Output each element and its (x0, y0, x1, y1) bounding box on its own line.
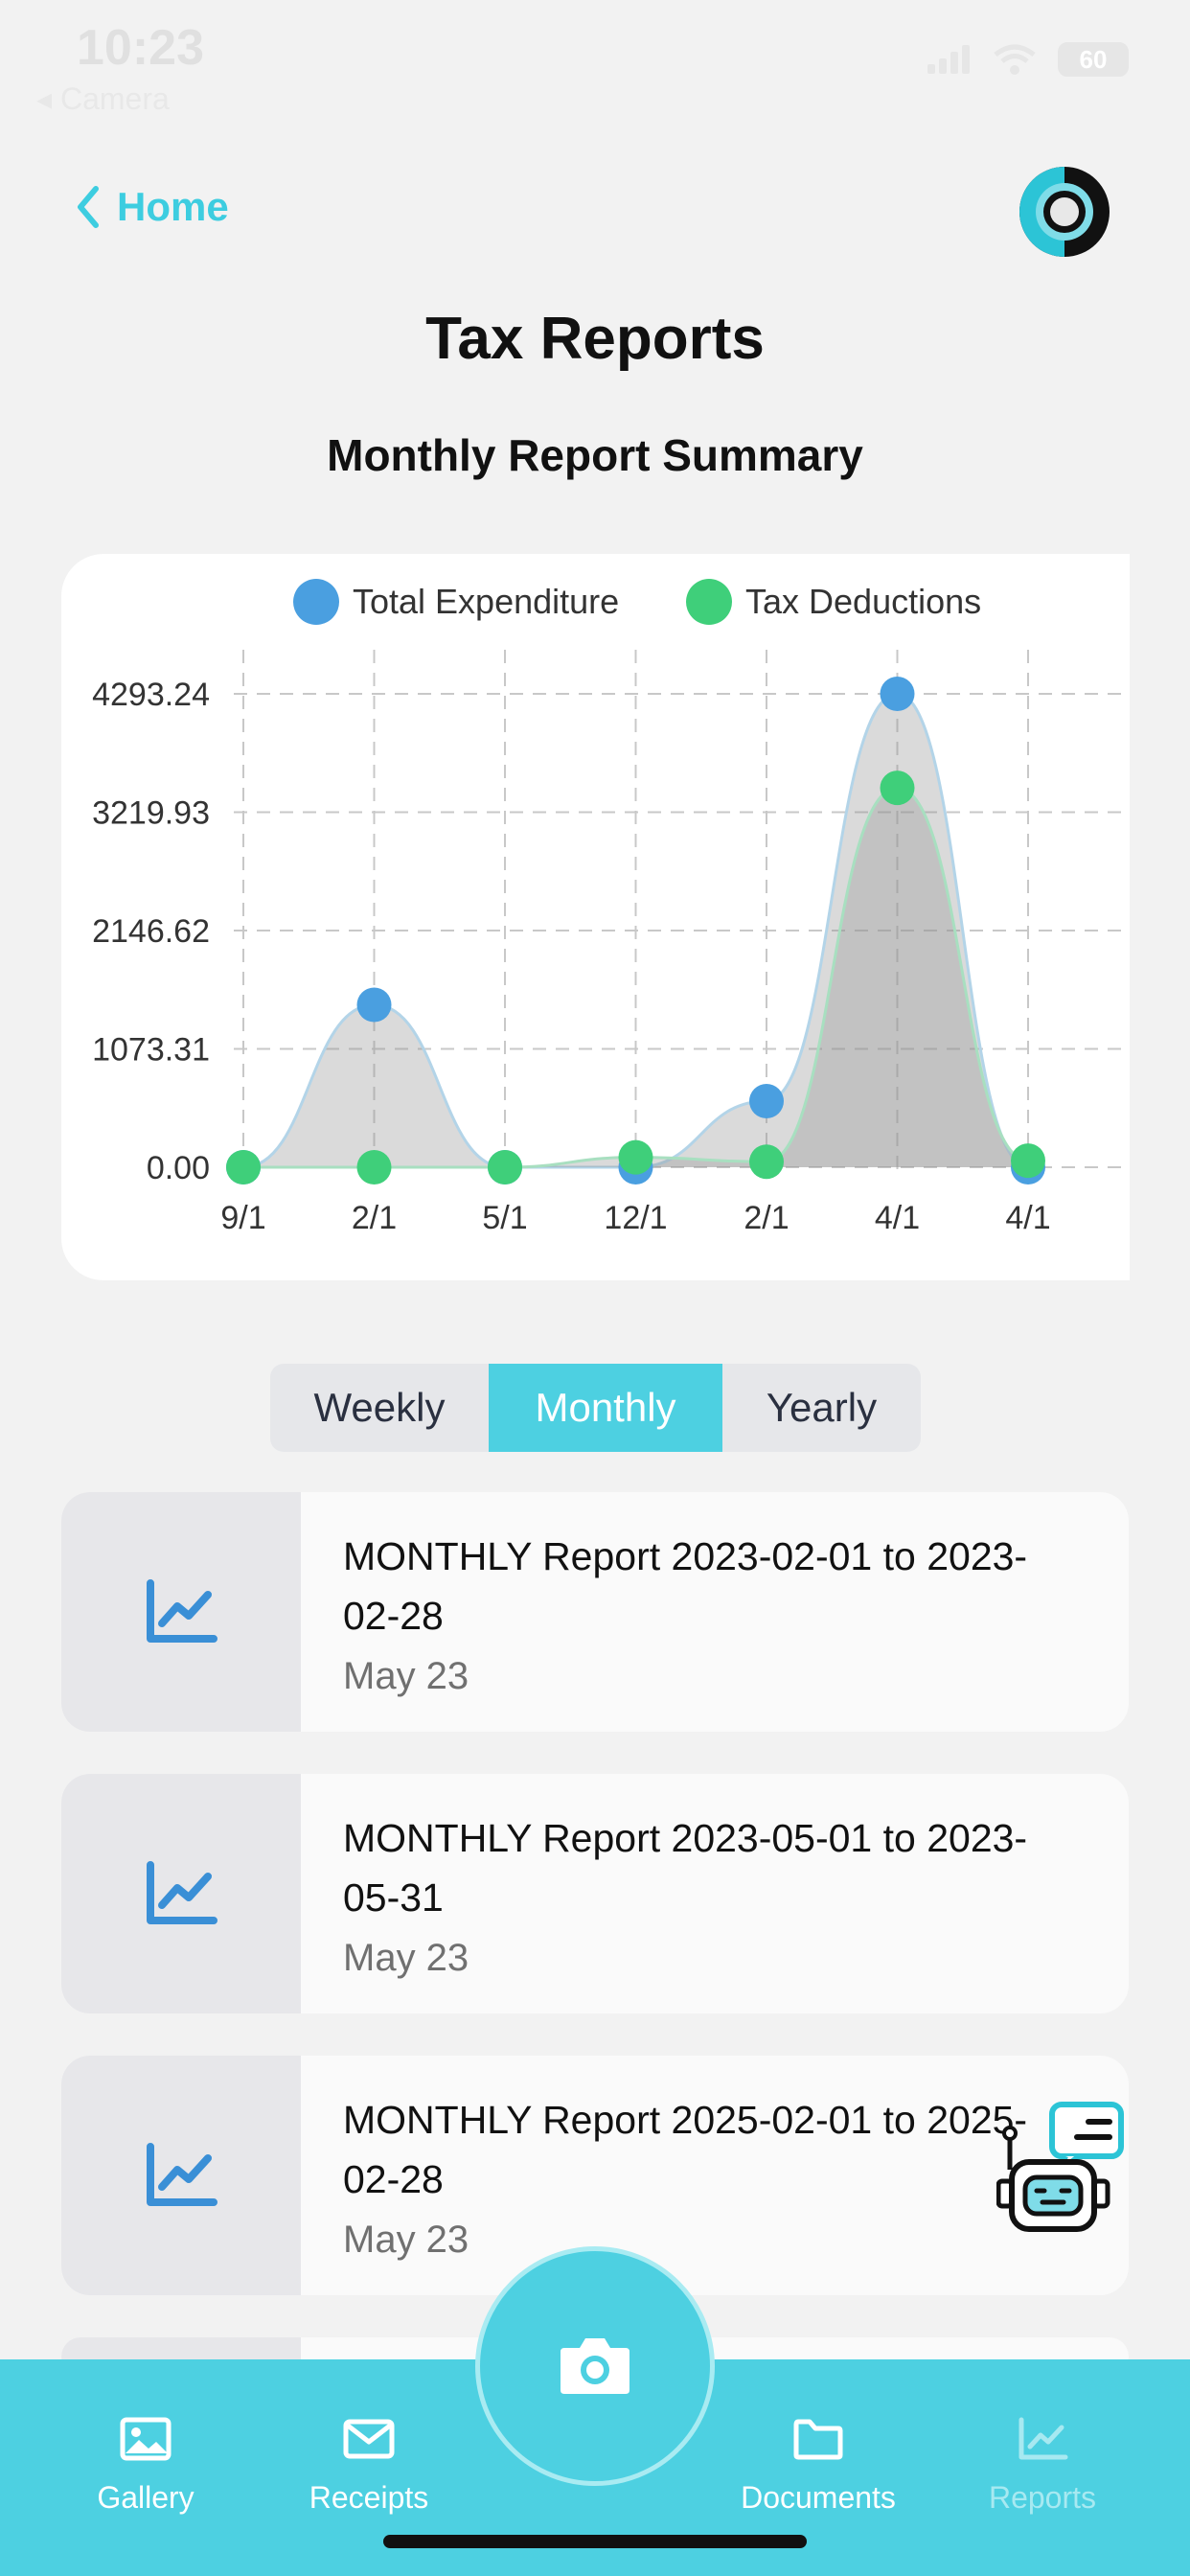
image-icon (120, 2417, 172, 2461)
section-subtitle: Monthly Report Summary (327, 430, 863, 480)
back-button[interactable]: Home (75, 184, 229, 230)
series-area (243, 694, 1028, 1167)
data-point (226, 1150, 261, 1184)
report-thumbnail (61, 1774, 301, 2013)
y-tick-label: 0.00 (147, 1150, 210, 1186)
report-title: MONTHLY Report 2023-05-01 to 2023-05-31 (343, 1816, 1028, 1920)
status-back-app[interactable]: ◂ Camera (36, 81, 170, 116)
tab-label: Reports (988, 2480, 1097, 2515)
report-date: May 23 (343, 1655, 469, 1697)
status-back-label: Camera (59, 81, 170, 116)
data-point (880, 677, 915, 711)
tab-monthly[interactable]: Monthly (489, 1364, 722, 1452)
tab-receipts[interactable]: Receipts (273, 2417, 465, 2516)
report-chart: 4293.24 3219.93 2146.62 1073.31 0.00 9/1 2/1 5/… (92, 579, 1125, 1236)
wifi-icon (994, 44, 1036, 75)
tab-weekly[interactable]: Weekly (313, 1385, 446, 1430)
tab-documents[interactable]: Documents (722, 2417, 914, 2516)
page-title: Tax Reports (425, 306, 765, 372)
period-segmented-control: Weekly Monthly Yearly (270, 1364, 921, 1452)
report-date: May 23 (343, 2219, 469, 2261)
x-tick-label: 4/1 (1005, 1200, 1050, 1236)
x-tick-label: 2/1 (744, 1200, 789, 1236)
status-icons: 60 (927, 42, 1129, 77)
legend-marker (293, 579, 339, 625)
data-point (749, 1144, 784, 1180)
series-area (243, 788, 1028, 1167)
tab-label: Documents (741, 2480, 896, 2515)
envelope-icon (343, 2419, 395, 2459)
report-item[interactable]: MONTHLY Report 2025-02-01 to 2025-02-28 … (61, 2056, 1129, 2295)
battery-icon: 60 (1058, 42, 1129, 77)
legend-label: Total Expenditure (353, 582, 619, 621)
status-time: 10:23 (77, 20, 204, 76)
report-item[interactable]: MONTHLY Report 2023-05-01 to 2023-05-31 … (61, 1774, 1129, 2013)
profile-avatar[interactable] (1018, 165, 1111, 259)
data-point (1011, 1143, 1045, 1179)
legend-label: Tax Deductions (745, 582, 981, 621)
chart-line-icon (147, 2143, 217, 2206)
legend-marker (686, 579, 732, 625)
x-tick-label: 5/1 (482, 1200, 527, 1236)
data-point (488, 1150, 522, 1184)
data-point (749, 1083, 784, 1118)
y-tick-label: 4293.24 (92, 677, 210, 713)
data-point (618, 1139, 653, 1175)
status-bar: 10:23 ◂ Camera 60 (0, 0, 1190, 125)
chart-line-icon (147, 1861, 217, 1924)
chart-icon (1018, 2417, 1068, 2460)
camera-icon (561, 2338, 629, 2394)
assistant-robot-icon[interactable] (996, 2099, 1131, 2233)
report-thumbnail (61, 2056, 301, 2295)
battery-level: 60 (1079, 45, 1108, 74)
home-indicator (383, 2535, 807, 2548)
report-title: MONTHLY Report 2023-02-01 to 2023-02-28 (343, 1534, 1028, 1638)
data-point (356, 987, 392, 1023)
data-point (880, 770, 915, 806)
y-tick-label: 3219.93 (92, 795, 210, 832)
folder-icon (793, 2419, 843, 2460)
series-line (242, 786, 1029, 1169)
tab-label: Receipts (309, 2480, 429, 2515)
x-tick-label: 4/1 (875, 1200, 920, 1236)
data-point (356, 1150, 392, 1184)
report-thumbnail (61, 1492, 301, 1732)
chevron-left-icon (78, 186, 99, 228)
y-tick-label: 2146.62 (92, 913, 210, 950)
y-tick-label: 1073.31 (92, 1032, 210, 1069)
x-tick-label: 12/1 (604, 1200, 667, 1236)
report-title: MONTHLY Report 2025-02-01 to 2025-02-28 (343, 2098, 1028, 2201)
tab-label: Gallery (97, 2480, 195, 2515)
tab-gallery[interactable]: Gallery (50, 2417, 241, 2516)
report-date: May 23 (343, 1937, 469, 1979)
back-label: Home (117, 184, 229, 229)
report-item[interactable]: MONTHLY Report 2023-02-01 to 2023-02-28 … (61, 1492, 1129, 1732)
x-tick-label: 2/1 (352, 1200, 397, 1236)
chart-card: 4293.24 3219.93 2146.62 1073.31 0.00 9/1 2/1 5/… (61, 554, 1130, 1280)
tab-yearly[interactable]: Yearly (766, 1385, 878, 1430)
tab-reports[interactable]: Reports (947, 2417, 1138, 2516)
x-tick-label: 9/1 (220, 1200, 265, 1236)
chart-line-icon (147, 1579, 217, 1643)
signal-icon (927, 45, 970, 74)
camera-button[interactable] (475, 2246, 715, 2486)
